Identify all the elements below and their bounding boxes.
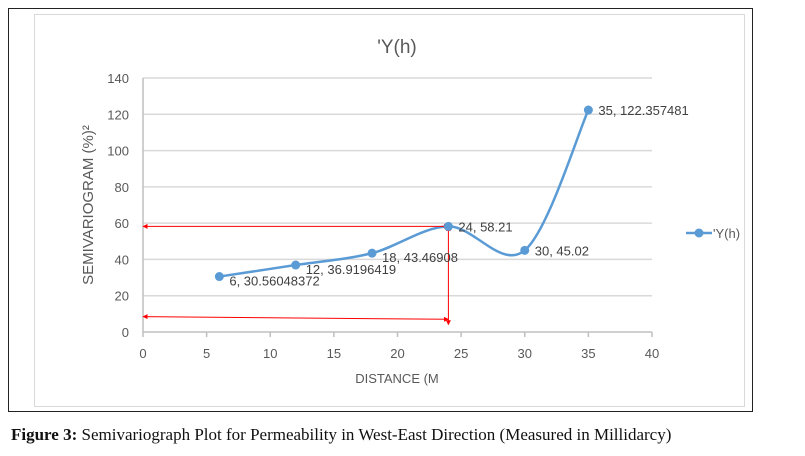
- caption-label: Figure 3:: [11, 425, 78, 444]
- y-tick-label: 0: [122, 325, 129, 340]
- y-tick-label: 60: [115, 216, 129, 231]
- y-tick-label: 20: [115, 289, 129, 304]
- data-label: 24, 58.21: [458, 219, 512, 234]
- data-point: [583, 105, 593, 115]
- x-tick-label: 30: [518, 346, 532, 361]
- data-point: [443, 221, 453, 231]
- data-label: 6, 30.56048372: [229, 274, 319, 289]
- data-label: 18, 43.46908: [382, 250, 458, 265]
- data-label: 12, 36.9196419: [306, 262, 396, 277]
- data-label: 35, 122.357481: [598, 103, 688, 118]
- chart-title: 'Y(h): [377, 37, 417, 58]
- legend-marker: [694, 228, 704, 238]
- data-point: [214, 272, 224, 282]
- y-axis-label: SEMIVARIOGRAM (%)²: [80, 125, 97, 285]
- x-tick-label: 25: [454, 346, 468, 361]
- x-axis-label: DISTANCE (M: [355, 371, 439, 386]
- chart-area: [34, 14, 745, 407]
- data-point: [520, 245, 530, 255]
- caption-text: Semivariograph Plot for Permeability in …: [77, 425, 672, 444]
- data-label: 30, 45.02: [535, 243, 589, 258]
- x-tick-label: 20: [390, 346, 404, 361]
- x-tick-label: 35: [581, 346, 595, 361]
- figure-frame: [8, 8, 753, 412]
- x-tick-label: 0: [139, 346, 146, 361]
- data-point: [367, 248, 377, 258]
- y-tick-label: 120: [107, 107, 129, 122]
- x-tick-label: 15: [327, 346, 341, 361]
- data-point: [291, 260, 301, 270]
- y-tick-label: 80: [115, 180, 129, 195]
- y-tick-label: 40: [115, 252, 129, 267]
- x-tick-label: 5: [203, 346, 210, 361]
- y-tick-label: 140: [107, 71, 129, 86]
- annotation-arrow: [142, 314, 449, 322]
- x-tick-label: 10: [263, 346, 277, 361]
- legend-label: 'Y(h): [713, 226, 740, 241]
- y-tick-label: 100: [107, 144, 129, 159]
- x-tick-label: 40: [645, 346, 659, 361]
- figure-caption: Figure 3: Semivariograph Plot for Permea…: [11, 425, 671, 445]
